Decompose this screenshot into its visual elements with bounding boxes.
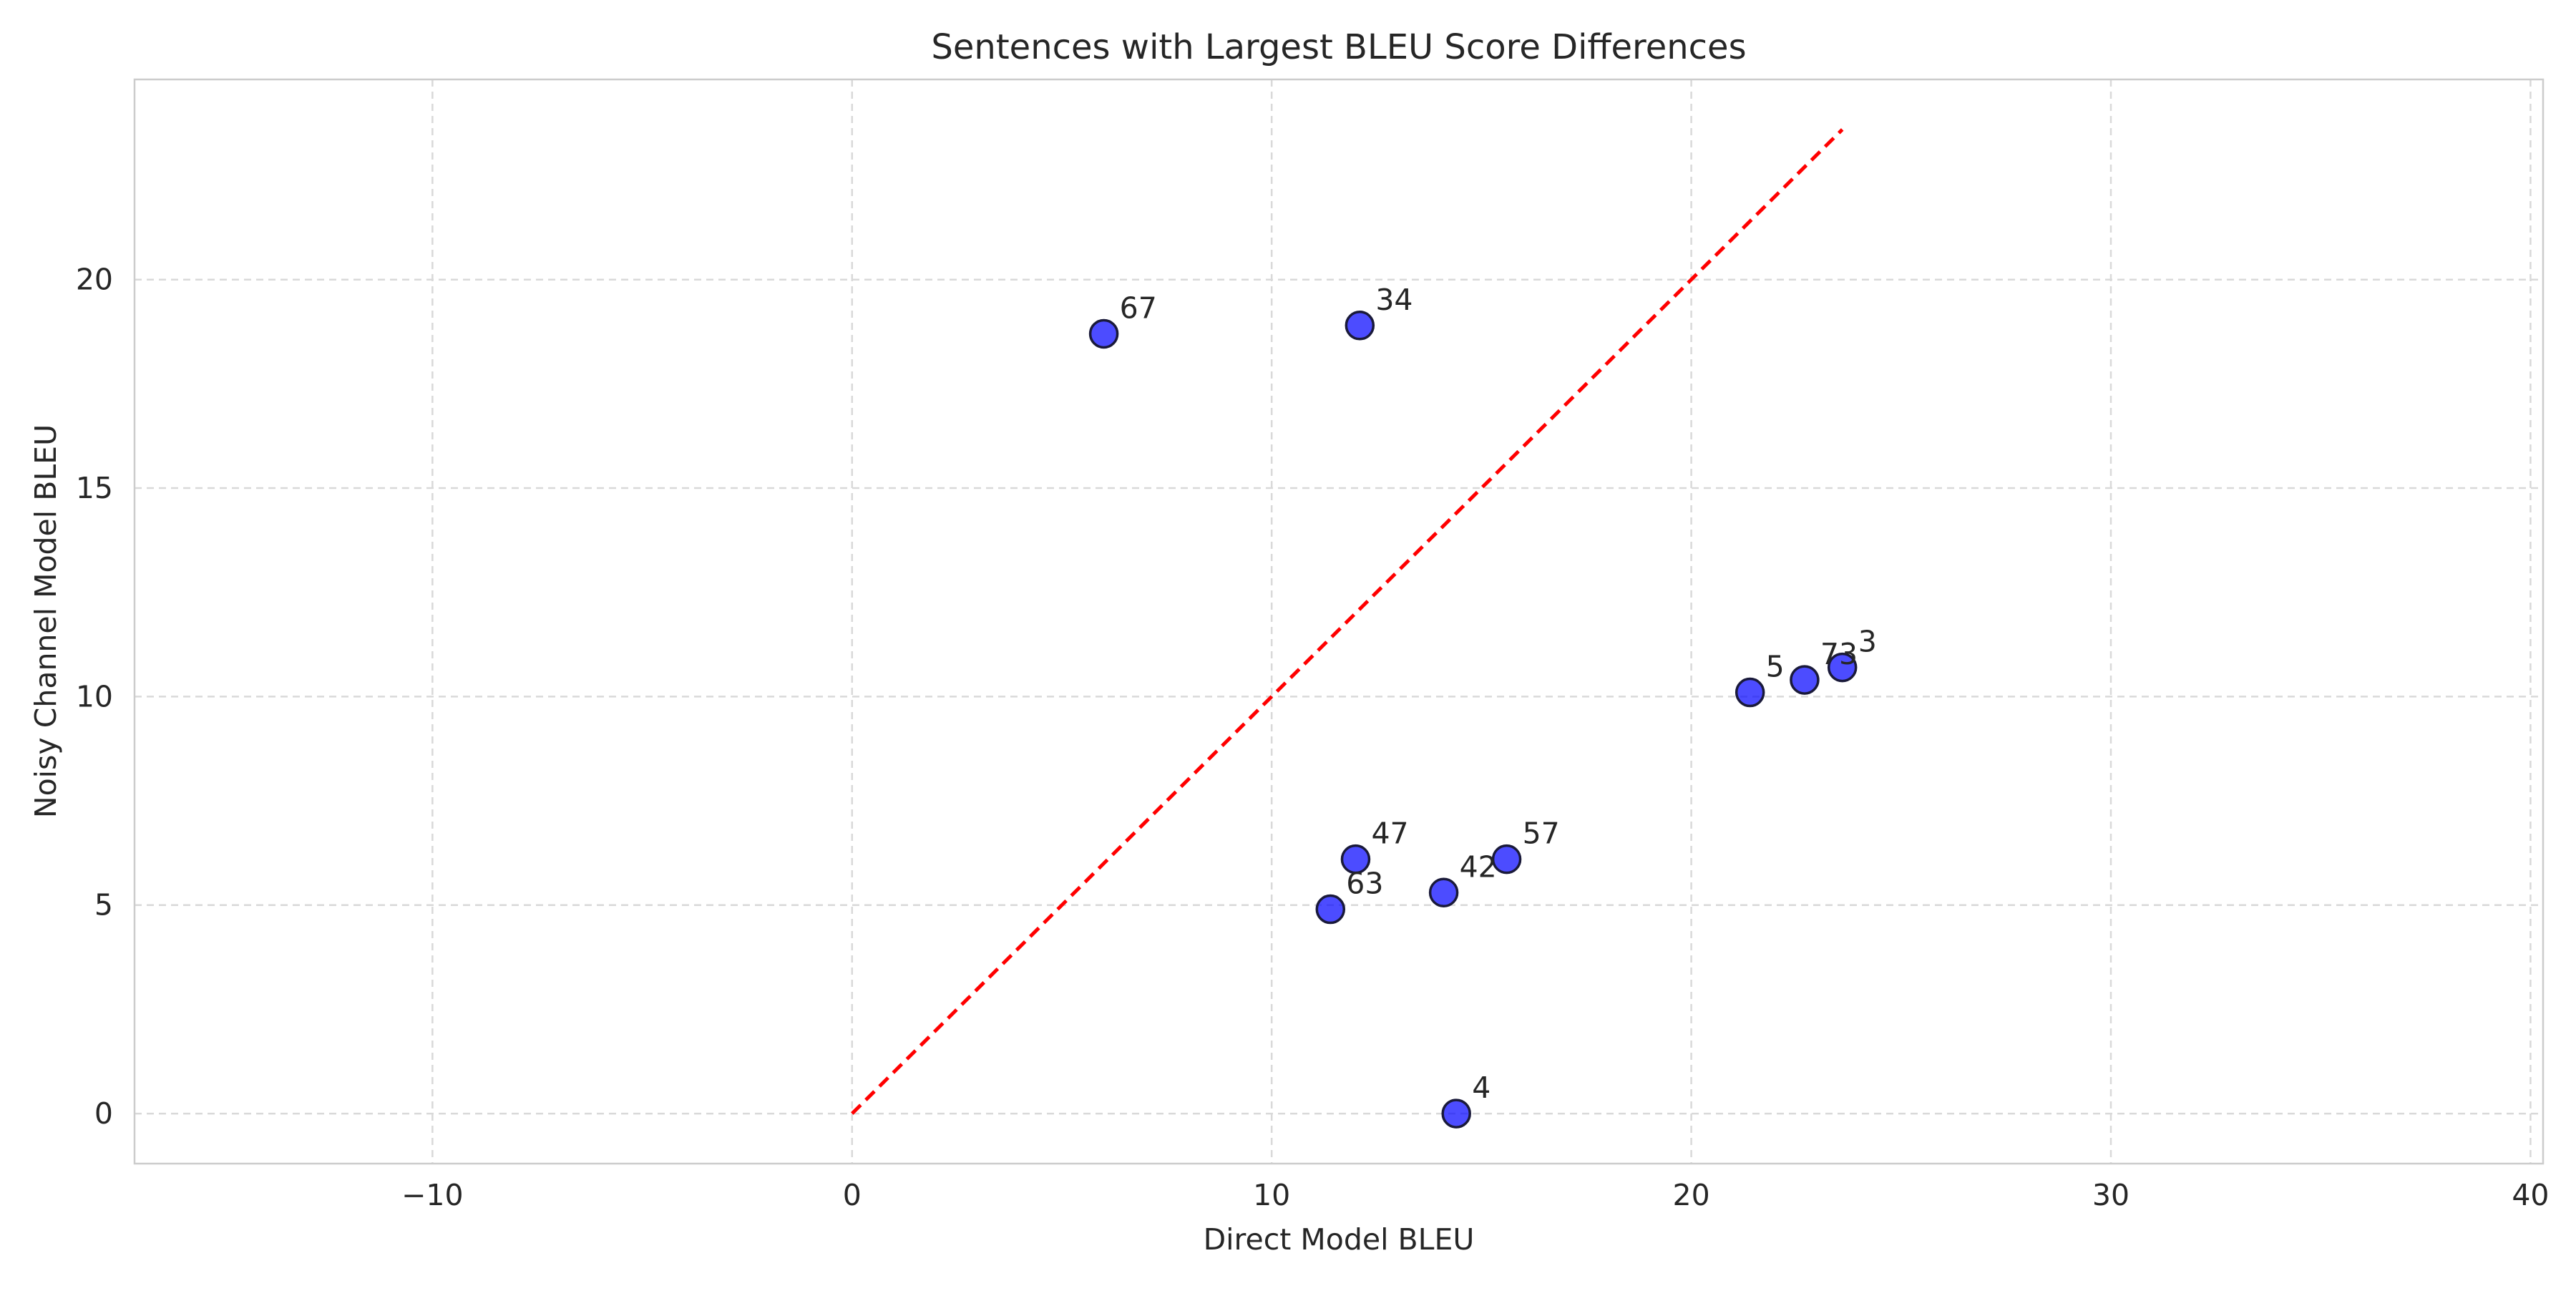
point-label: 42 bbox=[1460, 849, 1497, 884]
point-label: 63 bbox=[1346, 867, 1383, 901]
data-point bbox=[1428, 877, 1459, 907]
x-tick-label: 10 bbox=[1253, 1178, 1290, 1212]
x-tick-labels: −10 0 10 20 30 40 bbox=[401, 1178, 2549, 1212]
data-points bbox=[1088, 311, 1858, 1129]
x-tick-label: 30 bbox=[2092, 1178, 2129, 1212]
data-point bbox=[1827, 652, 1858, 683]
y-tick-labels: 0 5 10 15 20 bbox=[76, 263, 113, 1131]
y-tick-label: 0 bbox=[94, 1096, 113, 1131]
point-label: 57 bbox=[1523, 817, 1560, 851]
data-point bbox=[1790, 665, 1820, 695]
x-axis-label: Direct Model BLEU bbox=[1204, 1222, 1475, 1257]
data-point bbox=[1735, 677, 1765, 708]
reference-line-group bbox=[851, 128, 1844, 1115]
x-tick-label: 0 bbox=[843, 1178, 862, 1212]
point-label: 47 bbox=[1371, 817, 1408, 851]
y-tick-label: 10 bbox=[76, 679, 113, 713]
data-point bbox=[1345, 311, 1375, 341]
point-label: 5 bbox=[1766, 650, 1785, 684]
chart-title: Sentences with Largest BLEU Score Differ… bbox=[931, 27, 1746, 67]
point-label: 67 bbox=[1120, 291, 1157, 325]
reference-line bbox=[851, 128, 1844, 1115]
plot-background bbox=[135, 79, 2543, 1164]
plot-frame bbox=[133, 78, 2545, 1165]
point-label: 4 bbox=[1472, 1071, 1491, 1105]
y-axis-label: Noisy Channel Model BLEU bbox=[29, 424, 63, 818]
data-point bbox=[1491, 844, 1522, 875]
data-point bbox=[1340, 844, 1371, 875]
y-tick-label: 5 bbox=[94, 888, 113, 922]
point-label: 3 bbox=[1858, 625, 1877, 659]
x-tick-label: 40 bbox=[2512, 1178, 2549, 1212]
data-point bbox=[1315, 894, 1346, 925]
point-label: 34 bbox=[1375, 283, 1413, 317]
x-tick-label: 20 bbox=[1672, 1178, 1709, 1212]
point-labels: 67 34 5 73 3 47 57 42 63 4 bbox=[1120, 283, 1877, 1105]
y-tick-label: 15 bbox=[76, 471, 113, 505]
point-label: 73 bbox=[1820, 637, 1858, 671]
y-tick-label: 20 bbox=[76, 263, 113, 297]
x-tick-label: −10 bbox=[401, 1178, 464, 1212]
data-point bbox=[1441, 1098, 1471, 1129]
data-point bbox=[1088, 318, 1119, 349]
